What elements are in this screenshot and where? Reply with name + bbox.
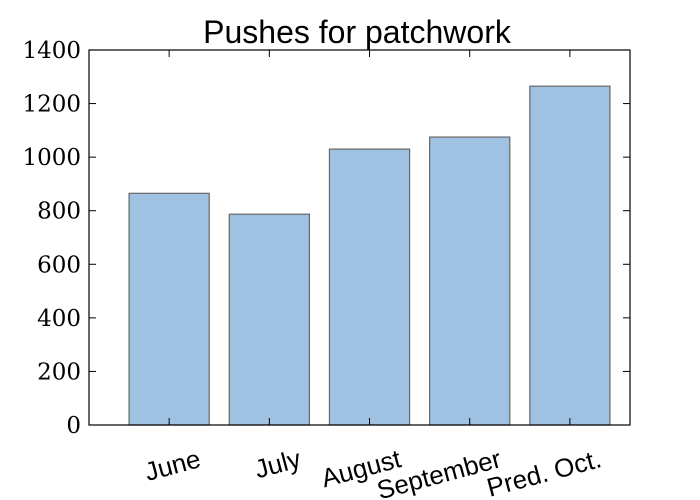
- y-tick-label: 1000: [22, 145, 81, 171]
- bar-june: [128, 192, 210, 426]
- bar-august: [328, 148, 411, 426]
- x-tick-label: July: [251, 443, 303, 484]
- bar-september: [429, 136, 511, 426]
- axes-frame: [88, 49, 631, 426]
- y-tick-label: 600: [37, 252, 81, 278]
- y-tick-label: 1200: [22, 92, 81, 118]
- bar-pred-oct: [529, 85, 611, 426]
- y-tick-label: 0: [66, 413, 81, 439]
- y-tick-label: 200: [37, 359, 81, 385]
- plot-frame: [88, 49, 631, 426]
- y-tick-label: 400: [37, 306, 81, 332]
- x-tick-label: June: [141, 443, 203, 487]
- bars-layer: [128, 85, 611, 426]
- y-tick-label: 1400: [22, 38, 81, 64]
- x-tick-label: Pred. Oct.: [484, 443, 605, 500]
- chart-title: Pushes for patchwork: [203, 14, 512, 50]
- bar-july: [228, 213, 311, 426]
- y-tick-label: 800: [37, 199, 81, 225]
- y-axis-ticks: 0 200 400 600 800 1000 1200 1400: [22, 38, 630, 439]
